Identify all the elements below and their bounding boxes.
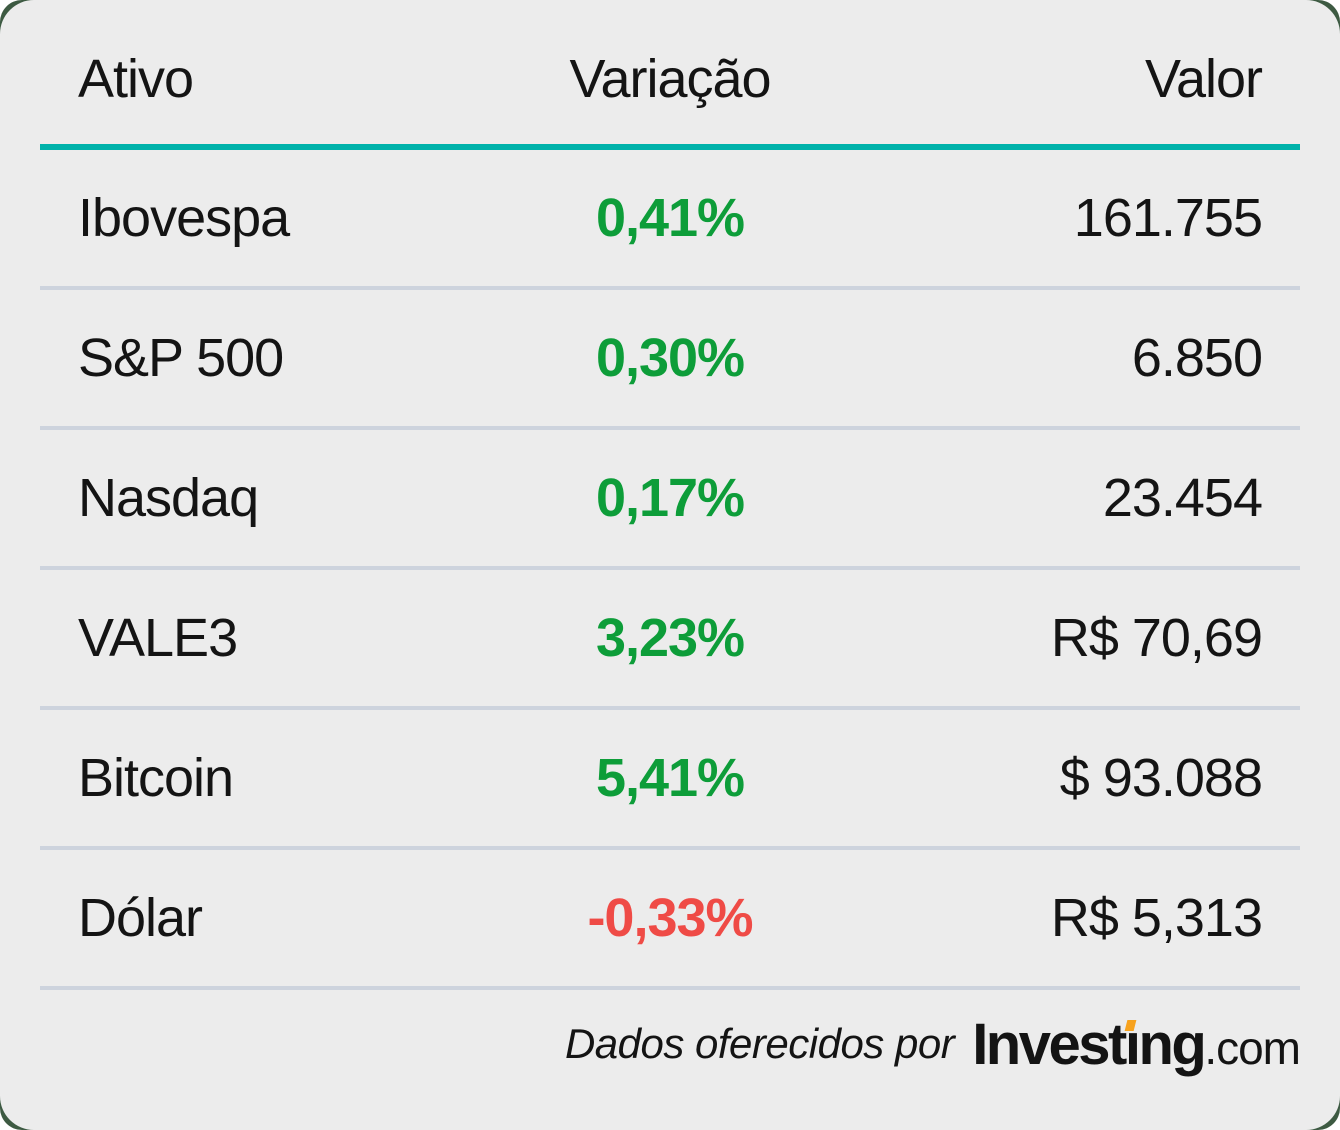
asset-value: 161.755 — [1073, 188, 1263, 248]
table-row: Ibovespa 0,41% 161.755 — [40, 150, 1300, 290]
investing-logo-wordmark: Investıng — [972, 1011, 1207, 1078]
asset-value: R$ 5,313 — [1050, 888, 1263, 948]
footer: Dados oferecidos por Investıng .com — [40, 990, 1301, 1124]
asset-value: $ 93.088 — [1059, 748, 1263, 808]
table-row: Dólar -0,33% R$ 5,313 — [40, 850, 1300, 990]
logo-part-invest: Invest — [972, 1011, 1127, 1077]
logo-orange-dot-i: ı — [1124, 1011, 1141, 1077]
investing-logo[interactable]: Investıng .com — [972, 1011, 1301, 1078]
footer-caption: Dados oferecidos por — [564, 1020, 955, 1067]
logo-dot-com: .com — [1204, 1021, 1301, 1074]
variation-value: 0,17% — [595, 468, 745, 528]
asset-name: S&P 500 — [78, 328, 284, 388]
asset-value: R$ 70,69 — [1050, 608, 1263, 668]
table-row: Nasdaq 0,17% 23.454 — [40, 430, 1300, 570]
table-header-row: Ativo Variação Valor — [40, 0, 1300, 150]
variation-value: 0,30% — [595, 328, 745, 388]
asset-value: 6.850 — [1131, 328, 1263, 388]
table-row: S&P 500 0,30% 6.850 — [40, 290, 1300, 430]
asset-value: 23.454 — [1102, 468, 1263, 528]
asset-name: VALE3 — [78, 608, 238, 668]
table-content: Ativo Variação Valor Ibovespa 0,41% 161.… — [40, 0, 1301, 1124]
variation-value: -0,33% — [587, 888, 753, 948]
column-header-ativo: Ativo — [78, 49, 194, 109]
table-row: VALE3 3,23% R$ 70,69 — [40, 570, 1300, 710]
logo-part-ng: ng — [1138, 1011, 1206, 1077]
table-row: Bitcoin 5,41% $ 93.088 — [40, 710, 1300, 850]
asset-name: Dólar — [78, 888, 203, 948]
asset-name: Ibovespa — [78, 188, 290, 248]
variation-value: 3,23% — [595, 608, 745, 668]
variation-value: 5,41% — [595, 748, 745, 808]
asset-name: Nasdaq — [78, 468, 259, 528]
asset-name: Bitcoin — [78, 748, 234, 808]
variation-value: 0,41% — [595, 188, 745, 248]
column-header-valor: Valor — [1144, 49, 1263, 109]
column-header-variacao: Variação — [569, 49, 771, 109]
